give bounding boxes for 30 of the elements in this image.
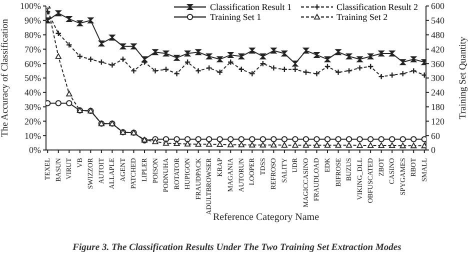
y2-tick-label: 540 (431, 16, 445, 26)
y-axis-title: The Accuracy of Classification (0, 18, 10, 137)
caption: Figure 3. The Classification Results Under The Two Training Set Extraction Modes (72, 243, 402, 253)
y2-tick-label: 180 (431, 102, 445, 112)
y2-tick-label: 120 (431, 116, 445, 126)
y-tick-label: 0% (29, 145, 42, 156)
y2-tick-label: 480 (431, 30, 445, 40)
legend-label: Classification Result 2 (336, 2, 418, 12)
y-tick-label: 10% (24, 130, 42, 141)
y2-tick-label: 420 (431, 44, 445, 54)
y2-tick-label: 240 (431, 88, 445, 98)
y-tick-label: 30% (24, 102, 42, 112)
y-tick-label: 100% (20, 1, 42, 12)
y-tick-label: 50% (24, 73, 42, 84)
x-axis-title: Reference Category Name (212, 212, 320, 223)
legend-label: Training Set 2 (336, 12, 388, 22)
y2-tick-label: 600 (431, 1, 445, 12)
legend-label: Classification Result 1 (210, 2, 292, 12)
y2-tick-label: 0 (431, 145, 436, 156)
y-tick-label: 80% (24, 30, 42, 40)
y2-tick-label: 300 (431, 73, 445, 84)
y-tick-label: 70% (24, 44, 42, 54)
y-tick-label: 60% (24, 58, 42, 69)
y-tick-label: 20% (24, 116, 42, 126)
legend-label: Training Set 1 (210, 12, 262, 22)
y2-tick-label: 360 (431, 58, 445, 69)
y-tick-label: 40% (24, 88, 42, 98)
y2-axis-title: Training Set Quantity (458, 36, 468, 120)
y2-tick-label: 60 (431, 130, 440, 141)
y-tick-label: 90% (24, 16, 42, 26)
